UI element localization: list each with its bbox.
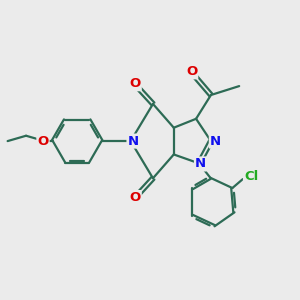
Text: N: N	[195, 158, 206, 170]
Text: Cl: Cl	[244, 169, 258, 183]
Text: O: O	[130, 191, 141, 204]
Text: N: N	[128, 135, 139, 148]
Text: O: O	[130, 77, 141, 90]
Text: N: N	[210, 135, 221, 148]
Text: O: O	[38, 135, 49, 148]
Text: O: O	[186, 65, 197, 78]
